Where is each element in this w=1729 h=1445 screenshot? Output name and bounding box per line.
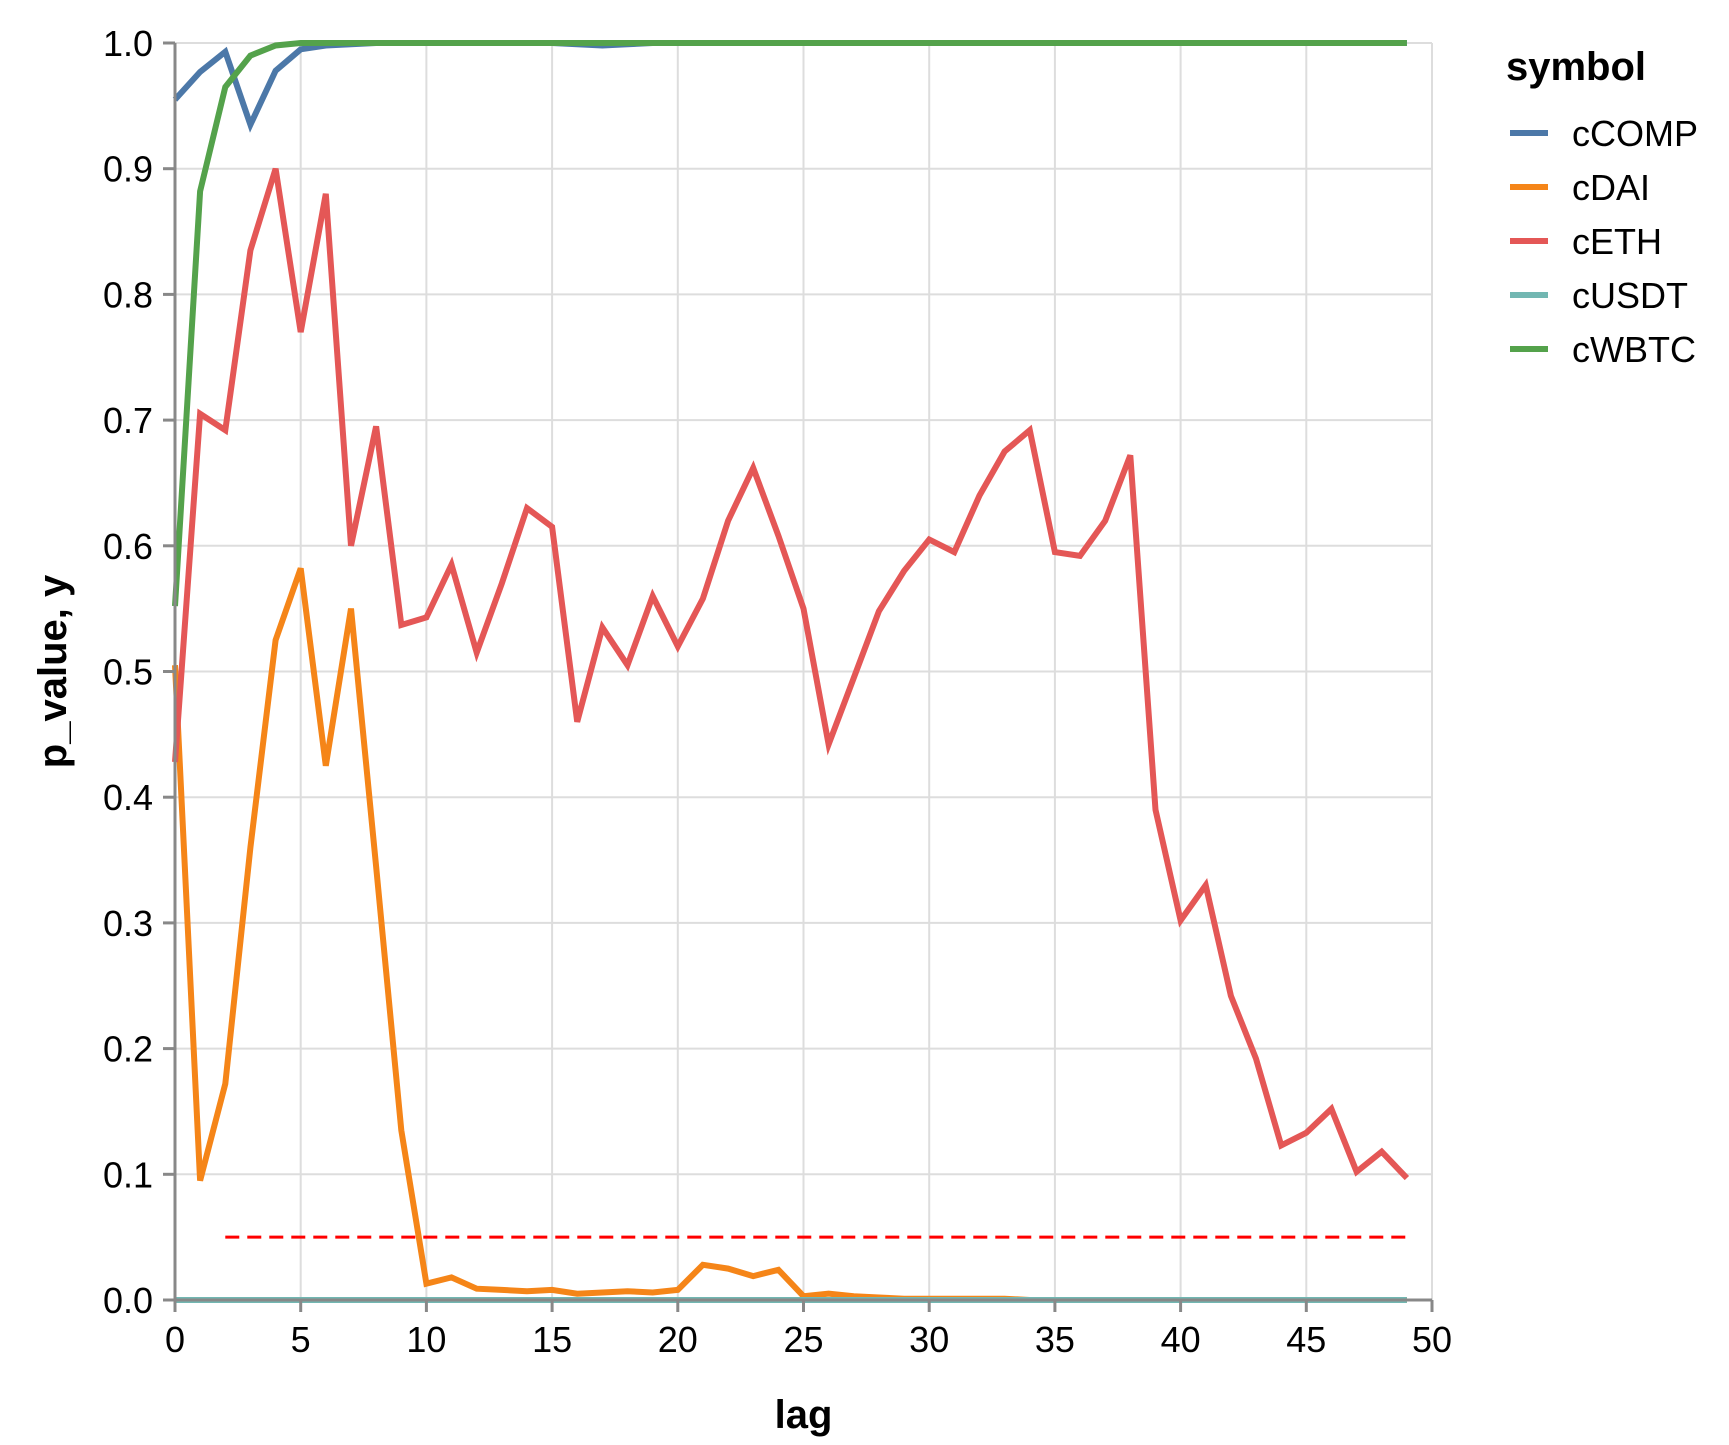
legend-label-cDAI: cDAI: [1572, 167, 1650, 208]
x-tick-label: 15: [532, 1319, 572, 1360]
y-tick-label: 0.8: [103, 274, 153, 315]
y-tick-label: 0.4: [103, 777, 153, 818]
x-tick-label: 5: [291, 1319, 311, 1360]
y-tick-label: 0.5: [103, 652, 153, 693]
legend-label-cUSDT: cUSDT: [1572, 275, 1688, 316]
grid-lines: [174, 42, 1433, 1301]
x-tick-label: 25: [783, 1319, 823, 1360]
axes: 0 5 10 15 20 25 30 35 40 45 50 0.0 0.1 0.2 0.3 0.4 0.5 0.…: [103, 23, 1452, 1360]
x-tick-label: 30: [909, 1319, 949, 1360]
x-tick-label: 40: [1161, 1319, 1201, 1360]
y-tick-label: 0.0: [103, 1280, 153, 1321]
x-tick-label: 50: [1412, 1319, 1452, 1360]
series-line-cWBTC: [172, 40, 1407, 607]
series-layer: [172, 40, 1410, 1303]
y-tick-label: 0.1: [103, 1154, 153, 1195]
x-tick-label: 10: [406, 1319, 446, 1360]
series-line-cETH: [172, 167, 1410, 1181]
x-axis-title: lag: [775, 1393, 833, 1437]
y-tick-label: 0.7: [103, 400, 153, 441]
x-tick-label: 0: [165, 1319, 185, 1360]
y-tick-label: 0.2: [103, 1029, 153, 1070]
y-tick-label: 0.9: [103, 149, 153, 190]
y-axis-title: p_value, y: [31, 574, 75, 768]
y-tick-label: 0.6: [103, 526, 153, 567]
legend-title: symbol: [1506, 45, 1646, 89]
y-tick-label: 0.3: [103, 903, 153, 944]
legend-label-cETH: cETH: [1572, 221, 1662, 262]
series-line-cDAI: [172, 567, 1407, 1303]
x-tick-label: 45: [1286, 1319, 1326, 1360]
legend: symbol cCOMP cDAI cETH cUSDT cWBTC: [1506, 45, 1698, 370]
y-tick-label: 1.0: [103, 23, 153, 64]
x-tick-label: 35: [1035, 1319, 1075, 1360]
legend-label-cCOMP: cCOMP: [1572, 113, 1698, 154]
legend-label-cWBTC: cWBTC: [1572, 329, 1696, 370]
series-line-cCOMP: [172, 40, 1407, 133]
x-tick-label: 20: [658, 1319, 698, 1360]
